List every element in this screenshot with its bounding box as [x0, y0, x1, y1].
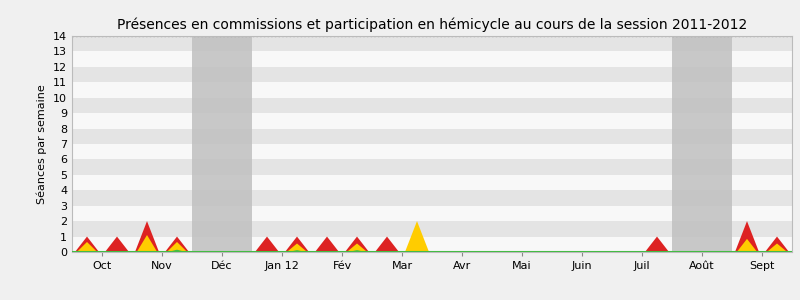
Polygon shape — [375, 237, 399, 252]
Bar — [72, 159, 792, 175]
Polygon shape — [765, 237, 789, 252]
Polygon shape — [345, 237, 369, 252]
Polygon shape — [287, 244, 307, 252]
Polygon shape — [737, 239, 758, 252]
Bar — [72, 175, 792, 190]
Bar — [72, 98, 792, 113]
Bar — [72, 221, 792, 237]
Polygon shape — [105, 237, 129, 252]
Bar — [72, 82, 792, 98]
Polygon shape — [165, 237, 189, 252]
Bar — [72, 51, 792, 67]
Polygon shape — [255, 237, 279, 252]
Polygon shape — [75, 237, 99, 252]
Bar — [72, 67, 792, 82]
Bar — [72, 36, 792, 51]
Polygon shape — [135, 221, 159, 252]
Bar — [192, 36, 252, 252]
Polygon shape — [167, 242, 187, 252]
Bar — [72, 190, 792, 206]
Polygon shape — [315, 237, 339, 252]
Bar — [72, 129, 792, 144]
Polygon shape — [645, 237, 669, 252]
Polygon shape — [348, 250, 366, 252]
Polygon shape — [288, 250, 306, 252]
Polygon shape — [735, 221, 759, 252]
Polygon shape — [405, 221, 429, 252]
Title: Présences en commissions et participation en hémicycle au cours de la session 20: Présences en commissions et participatio… — [117, 18, 747, 32]
Polygon shape — [77, 242, 98, 252]
Bar — [72, 206, 792, 221]
Bar — [72, 144, 792, 159]
Polygon shape — [137, 235, 157, 252]
Bar — [72, 237, 792, 252]
Polygon shape — [766, 244, 787, 252]
Bar — [72, 113, 792, 129]
Bar — [672, 36, 732, 252]
Polygon shape — [347, 244, 367, 252]
Polygon shape — [285, 237, 309, 252]
Polygon shape — [168, 250, 186, 252]
Y-axis label: Séances par semaine: Séances par semaine — [37, 84, 47, 204]
